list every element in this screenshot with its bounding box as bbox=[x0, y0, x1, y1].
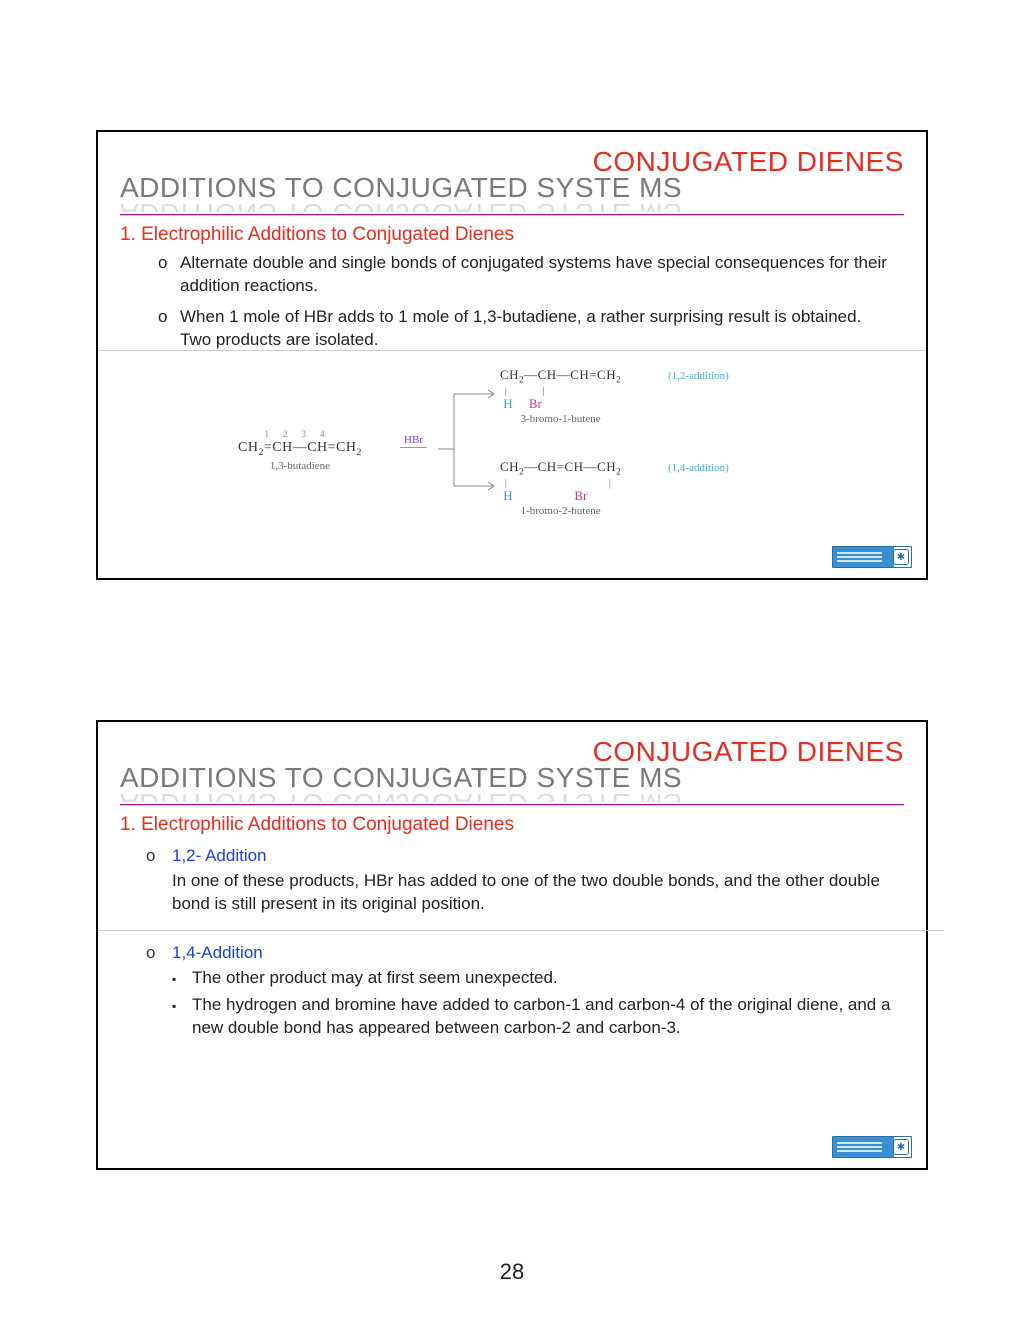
product1-substituents: H Br bbox=[500, 397, 621, 411]
bullet-mark-circle: o bbox=[158, 252, 180, 298]
product2-formula: CH2—CH=CH—CH2 bbox=[500, 460, 621, 477]
section-heading: 1. Electrophilic Additions to Conjugated… bbox=[120, 814, 514, 836]
reactant-name: 1,3-butadiene bbox=[238, 460, 362, 472]
product1-bond-lines: | | bbox=[500, 385, 621, 397]
content-divider bbox=[98, 930, 944, 931]
slide-title-wrap: ADDITIONS TO CONJUGATED SYSTE MS bbox=[120, 172, 682, 212]
product-1: CH2—CH—CH=CH2 | | H Br 3-bromo-1-butene bbox=[500, 368, 621, 425]
section-heading: 1. Electrophilic Additions to Conjugated… bbox=[120, 224, 514, 246]
carbon-numbers: 1234 bbox=[241, 430, 362, 440]
slide-title: ADDITIONS TO CONJUGATED SYSTE MS bbox=[120, 172, 682, 204]
bullet-mark-circle: o bbox=[158, 306, 180, 352]
bullet-mark-square: ▪ bbox=[172, 994, 192, 1040]
bullet-item: o Alternate double and single bonds of c… bbox=[158, 252, 896, 298]
subtopic-12: o 1,2- Addition bbox=[146, 846, 896, 866]
slide-title-wrap: ADDITIONS TO CONJUGATED SYSTE MS bbox=[120, 762, 682, 802]
slide-1: CONJUGATED DIENES ADDITIONS TO CONJUGATE… bbox=[96, 130, 928, 580]
subtopic-14: o 1,4-Addition bbox=[146, 943, 896, 963]
addition-type-1: (1,2-addition) bbox=[668, 370, 729, 382]
reaction-diagram: 1234 CH2=CH—CH=CH2 1,3-butadiene HBr CH2… bbox=[238, 364, 896, 534]
subtopic-14-label: 1,4-Addition bbox=[172, 943, 263, 963]
reagent-label: HBr bbox=[400, 434, 427, 448]
bullet-item: o When 1 mole of HBr adds to 1 mole of 1… bbox=[158, 306, 896, 352]
bullet-mark-circle: o bbox=[146, 846, 172, 866]
product1-name: 3-bromo-1-butene bbox=[500, 413, 621, 425]
bullet-item: ▪ The other product may at first seem un… bbox=[172, 967, 896, 990]
product2-name: 1-bromo-2-butene bbox=[500, 505, 621, 517]
subtopic-12-text: In one of these products, HBr has added … bbox=[172, 870, 896, 916]
subtopic-14-bullets: ▪ The other product may at first seem un… bbox=[172, 967, 896, 1040]
addition-type-2: (1,4-addition) bbox=[668, 462, 729, 474]
bullet-mark-square: ▪ bbox=[172, 967, 192, 990]
title-divider bbox=[120, 804, 904, 806]
subtopic-12-label: 1,2- Addition bbox=[172, 846, 267, 866]
bullet-mark-circle: o bbox=[146, 943, 172, 963]
product1-formula: CH2—CH—CH=CH2 bbox=[500, 368, 621, 385]
product2-bond-lines: | | bbox=[500, 477, 621, 489]
title-divider bbox=[120, 214, 904, 216]
bullet-text: The other product may at first seem unex… bbox=[192, 967, 896, 990]
content-divider bbox=[98, 350, 926, 351]
university-logo: ✱ bbox=[832, 1136, 912, 1158]
slide2-content: o 1,2- Addition In one of these products… bbox=[146, 846, 896, 1044]
product-2: CH2—CH=CH—CH2 | | H Br 1-bromo-2-butene bbox=[500, 460, 621, 517]
university-logo: ✱ bbox=[832, 546, 912, 568]
slide-2: CONJUGATED DIENES ADDITIONS TO CONJUGATE… bbox=[96, 720, 928, 1170]
bullet-text: The hydrogen and bromine have added to c… bbox=[192, 994, 896, 1040]
slide-title: ADDITIONS TO CONJUGATED SYSTE MS bbox=[120, 762, 682, 794]
bullet-item: ▪ The hydrogen and bromine have added to… bbox=[172, 994, 896, 1040]
product2-substituents: H Br bbox=[500, 489, 621, 503]
bullet-text: When 1 mole of HBr adds to 1 mole of 1,3… bbox=[180, 306, 896, 352]
reaction-bracket bbox=[436, 374, 496, 504]
slide1-content: o Alternate double and single bonds of c… bbox=[158, 252, 896, 360]
reactant-formula: CH2=CH—CH=CH2 bbox=[238, 440, 362, 459]
reactant: 1234 CH2=CH—CH=CH2 1,3-butadiene bbox=[238, 430, 362, 473]
page-number: 28 bbox=[0, 1259, 1024, 1285]
bullet-text: Alternate double and single bonds of con… bbox=[180, 252, 896, 298]
